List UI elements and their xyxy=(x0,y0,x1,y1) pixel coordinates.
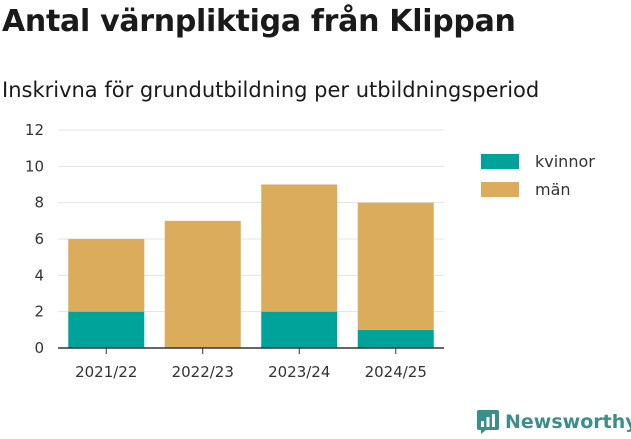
bar-man-0 xyxy=(68,239,145,312)
bar-man-1 xyxy=(164,220,241,348)
y-tick-label: 6 xyxy=(34,230,44,248)
legend-item-man: män xyxy=(481,175,595,203)
legend-label-kvinnor: kvinnor xyxy=(535,151,595,171)
x-tick-label: 2023/24 xyxy=(268,363,330,381)
x-tick-label: 2024/25 xyxy=(365,363,427,381)
legend-label-man: män xyxy=(535,179,571,199)
legend-swatch-kvinnor xyxy=(481,153,519,169)
legend-item-kvinnor: kvinnor xyxy=(481,147,595,175)
newsworthy-logo-icon xyxy=(477,410,499,434)
x-tick-label: 2021/22 xyxy=(75,363,137,381)
bar-man-2 xyxy=(261,184,338,312)
bar-kvinnor-3 xyxy=(357,329,434,348)
brand-name: Newsworthy xyxy=(505,411,631,433)
y-tick-label: 0 xyxy=(34,339,44,357)
bar-kvinnor-2 xyxy=(261,311,338,348)
chart-title: Antal värnpliktiga från Klippan xyxy=(2,4,516,39)
x-tick-label: 2022/23 xyxy=(172,363,234,381)
y-tick-label: 4 xyxy=(34,266,44,284)
y-tick-label: 10 xyxy=(25,157,44,175)
chart-subtitle: Inskrivna för grundutbildning per utbild… xyxy=(2,78,540,102)
bars xyxy=(68,184,434,348)
y-tick-label: 2 xyxy=(34,303,44,321)
y-tick-label: 8 xyxy=(34,194,44,212)
legend-swatch-man xyxy=(481,181,519,197)
y-tick-label: 12 xyxy=(25,121,44,139)
stacked-bar-chart: 0 2 4 6 8 10 12 2021/22 2022/23 2023/24 2024/25 xyxy=(25,121,444,381)
legend: kvinnor män xyxy=(481,147,595,203)
bar-kvinnor-0 xyxy=(68,311,145,348)
bar-man-3 xyxy=(357,202,434,330)
x-axis: 2021/22 2022/23 2023/24 2024/25 xyxy=(58,347,444,381)
y-axis: 0 2 4 6 8 10 12 xyxy=(25,121,44,357)
brand-logo: Newsworthy xyxy=(476,409,631,435)
